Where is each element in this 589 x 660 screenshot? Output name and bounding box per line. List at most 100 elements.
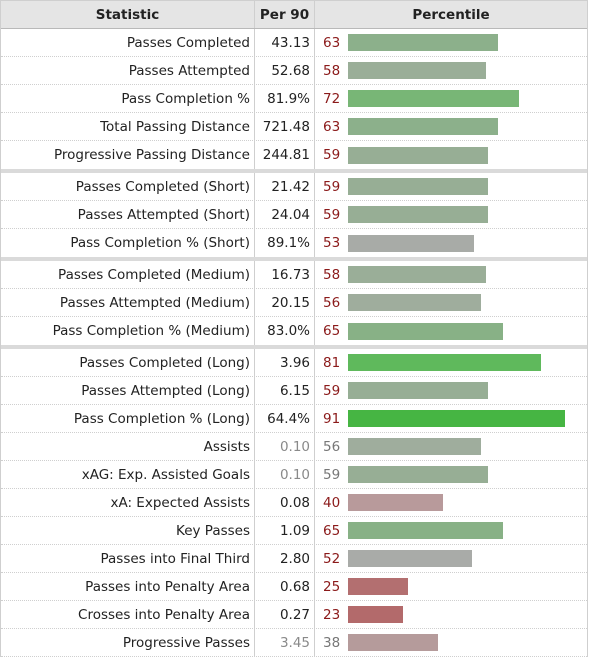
per90-value: 0.08 bbox=[255, 489, 315, 516]
table-row: Passes Attempted (Long) 6.15 59 bbox=[1, 377, 587, 405]
stat-name: xAG: Exp. Assisted Goals bbox=[1, 461, 255, 488]
header-per90[interactable]: Per 90 bbox=[255, 1, 315, 28]
per90-value: 2.80 bbox=[255, 545, 315, 572]
stat-name: Passes Completed (Long) bbox=[1, 349, 255, 376]
per90-value: 89.1% bbox=[255, 229, 315, 257]
per90-value: 20.15 bbox=[255, 289, 315, 316]
percentile-bar bbox=[348, 62, 486, 79]
per90-value: 721.48 bbox=[255, 113, 315, 140]
percentile-bar bbox=[348, 294, 481, 311]
per90-value: 21.42 bbox=[255, 173, 315, 200]
per90-value: 0.27 bbox=[255, 601, 315, 628]
percentile-cell: 59 bbox=[315, 173, 587, 200]
table-row: xAG: Exp. Assisted Goals 0.10 59 bbox=[1, 461, 587, 489]
stat-name: Crosses into Penalty Area bbox=[1, 601, 255, 628]
stat-name: Progressive Passing Distance bbox=[1, 141, 255, 169]
percentile-bar bbox=[348, 606, 403, 623]
percentile-cell: 59 bbox=[315, 201, 587, 228]
percentile-cell: 81 bbox=[315, 349, 587, 376]
table-row: Passes Completed (Short) 21.42 59 bbox=[1, 173, 587, 201]
percentile-cell: 65 bbox=[315, 517, 587, 544]
percentile-bar bbox=[348, 550, 472, 567]
table-row: Passes Attempted (Short) 24.04 59 bbox=[1, 201, 587, 229]
stat-name: Pass Completion % (Medium) bbox=[1, 317, 255, 345]
percentile-cell: 63 bbox=[315, 29, 587, 56]
percentile-cell: 56 bbox=[315, 289, 587, 316]
percentile-value: 52 bbox=[323, 550, 341, 567]
stat-name: Assists bbox=[1, 433, 255, 460]
table-row: Pass Completion % (Short) 89.1% 53 bbox=[1, 229, 587, 261]
percentile-bar bbox=[348, 146, 488, 164]
percentile-value: 38 bbox=[323, 634, 341, 651]
percentile-value: 63 bbox=[323, 118, 341, 135]
stat-name: Passes Completed (Medium) bbox=[1, 261, 255, 288]
table-row: Pass Completion % 81.9% 72 bbox=[1, 85, 587, 113]
table-row: Total Passing Distance 721.48 63 bbox=[1, 113, 587, 141]
percentile-bar bbox=[348, 178, 488, 195]
per90-value: 0.10 bbox=[255, 461, 315, 488]
percentile-bar bbox=[348, 438, 481, 455]
percentile-value: 81 bbox=[323, 354, 341, 371]
stat-name: Passes Attempted (Medium) bbox=[1, 289, 255, 316]
percentile-value: 59 bbox=[323, 147, 341, 163]
stat-name: Passes Completed (Short) bbox=[1, 173, 255, 200]
stat-name: Passes Attempted bbox=[1, 57, 255, 84]
percentile-cell: 59 bbox=[315, 461, 587, 488]
stat-name: Passes into Final Third bbox=[1, 545, 255, 572]
stat-name: Passes into Penalty Area bbox=[1, 573, 255, 600]
percentile-value: 65 bbox=[323, 323, 341, 339]
percentile-cell: 58 bbox=[315, 57, 587, 84]
per90-value: 16.73 bbox=[255, 261, 315, 288]
percentile-bar bbox=[348, 382, 488, 399]
percentile-cell: 72 bbox=[315, 85, 587, 112]
header-percentile[interactable]: Percentile bbox=[412, 6, 490, 23]
per90-value: 64.4% bbox=[255, 405, 315, 432]
per90-value: 0.10 bbox=[255, 433, 315, 460]
per90-value: 43.13 bbox=[255, 29, 315, 56]
stat-name: Total Passing Distance bbox=[1, 113, 255, 140]
percentile-value: 59 bbox=[323, 178, 341, 195]
table-row: Progressive Passes 3.45 38 bbox=[1, 629, 587, 657]
percentile-bar bbox=[348, 322, 503, 340]
stat-name: Pass Completion % (Short) bbox=[1, 229, 255, 257]
percentile-cell: 63 bbox=[315, 113, 587, 140]
percentile-value: 65 bbox=[323, 522, 341, 539]
percentile-value: 58 bbox=[323, 62, 341, 79]
percentile-cell: 91 bbox=[315, 405, 587, 432]
percentile-value: 63 bbox=[323, 34, 341, 51]
table-row: Passes into Penalty Area 0.68 25 bbox=[1, 573, 587, 601]
percentile-bar bbox=[348, 578, 408, 595]
table-row: Crosses into Penalty Area 0.27 23 bbox=[1, 601, 587, 629]
per90-value: 1.09 bbox=[255, 517, 315, 544]
percentile-bar bbox=[348, 354, 541, 371]
per90-value: 81.9% bbox=[255, 85, 315, 112]
table-row: Passes Completed 43.13 63 bbox=[1, 29, 587, 57]
percentile-value: 91 bbox=[323, 410, 341, 427]
table-row: Passes Completed (Long) 3.96 81 bbox=[1, 349, 587, 377]
percentile-value: 56 bbox=[323, 438, 341, 455]
percentile-bar bbox=[348, 266, 486, 283]
stat-name: xA: Expected Assists bbox=[1, 489, 255, 516]
percentile-bar bbox=[348, 206, 488, 223]
stat-name: Progressive Passes bbox=[1, 629, 255, 656]
per90-value: 0.68 bbox=[255, 573, 315, 600]
table-row: Pass Completion % (Medium) 83.0% 65 bbox=[1, 317, 587, 349]
table-header: Statistic Per 90 Percentile bbox=[1, 0, 587, 29]
percentile-value: 25 bbox=[323, 578, 341, 595]
percentile-cell: 58 bbox=[315, 261, 587, 288]
per90-value: 6.15 bbox=[255, 377, 315, 404]
stat-name: Passes Attempted (Short) bbox=[1, 201, 255, 228]
per90-value: 3.96 bbox=[255, 349, 315, 376]
percentile-bar bbox=[348, 234, 474, 252]
percentile-cell: 56 bbox=[315, 433, 587, 460]
percentile-value: 56 bbox=[323, 294, 341, 311]
percentile-bar bbox=[348, 410, 565, 427]
table-row: Passes Completed (Medium) 16.73 58 bbox=[1, 261, 587, 289]
table-row: Progressive Passing Distance 244.81 59 bbox=[1, 141, 587, 173]
percentile-cell: 40 bbox=[315, 489, 587, 516]
table-row: Passes Attempted (Medium) 20.15 56 bbox=[1, 289, 587, 317]
percentile-cell: 65 bbox=[315, 317, 587, 345]
header-statistic[interactable]: Statistic bbox=[1, 1, 255, 28]
table-row: Passes Attempted 52.68 58 bbox=[1, 57, 587, 85]
stat-name: Pass Completion % bbox=[1, 85, 255, 112]
